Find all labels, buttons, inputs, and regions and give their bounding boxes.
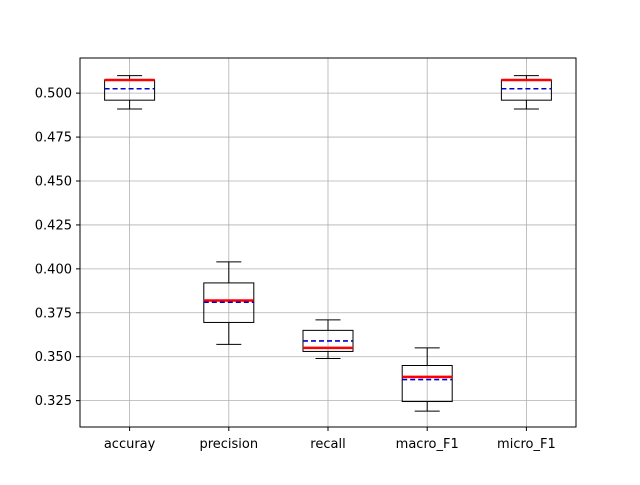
box-precision [203, 261, 255, 345]
x-tick-label: micro_F1 [497, 437, 556, 452]
y-tick-label: 0.400 [35, 262, 72, 277]
y-tick-label: 0.500 [35, 87, 72, 102]
box-recall [302, 319, 354, 359]
grid-layer [80, 58, 576, 427]
box-body [401, 365, 453, 403]
y-tick-label: 0.350 [35, 350, 72, 365]
box-accuray [104, 75, 156, 110]
x-tick-label: precision [199, 437, 258, 452]
x-tick-label: macro_F1 [396, 437, 459, 452]
box-micro_F1 [500, 75, 552, 110]
y-tick-label: 0.425 [35, 218, 72, 233]
y-tick-label: 0.375 [35, 306, 72, 321]
box-layer [104, 75, 552, 412]
x-tick-label: recall [310, 437, 345, 452]
axis-layer: 0.325 0.350 0.375 0.400 0.425 0.450 0.475 0.500… [35, 87, 556, 452]
x-tick-label: accuray [104, 437, 156, 452]
y-tick-label: 0.450 [35, 175, 72, 190]
box-macro_F1 [401, 347, 453, 412]
y-tick-label: 0.325 [35, 394, 72, 409]
y-tick-label: 0.475 [35, 131, 72, 146]
